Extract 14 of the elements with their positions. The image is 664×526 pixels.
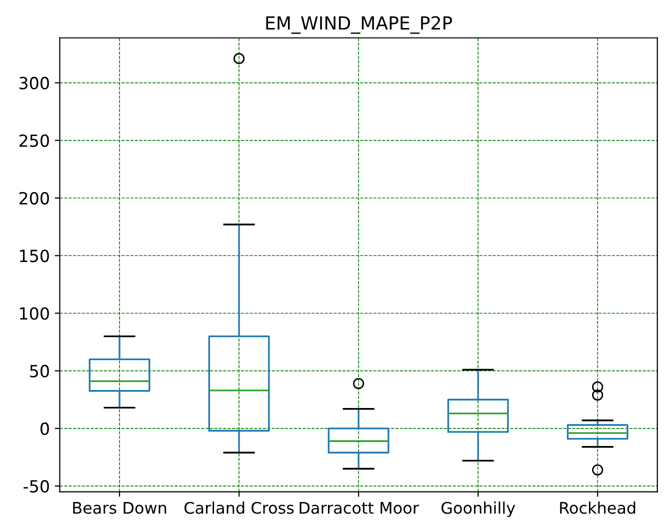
- x-tick-label: Goonhilly: [442, 502, 516, 517]
- chart-title: EM_WIND_MAPE_P2P: [266, 16, 452, 34]
- y-tick-label: 100: [20, 307, 49, 320]
- y-tick-label: 0: [40, 422, 49, 436]
- y-tick-label: 200: [19, 192, 49, 205]
- y-tick-label: 300: [19, 76, 49, 90]
- y-tick-label: 250: [19, 134, 49, 147]
- x-tick-label: Darracott Moor: [300, 502, 419, 514]
- x-tick-label: Carland Cross: [184, 502, 294, 514]
- y-tick-label: 150: [20, 250, 49, 262]
- y-tick-label: -50: [24, 480, 49, 493]
- x-tick-label: Bears Down: [73, 502, 166, 514]
- y-tick-label: 50: [30, 364, 49, 378]
- x-tick-label: Rockhead: [560, 502, 636, 514]
